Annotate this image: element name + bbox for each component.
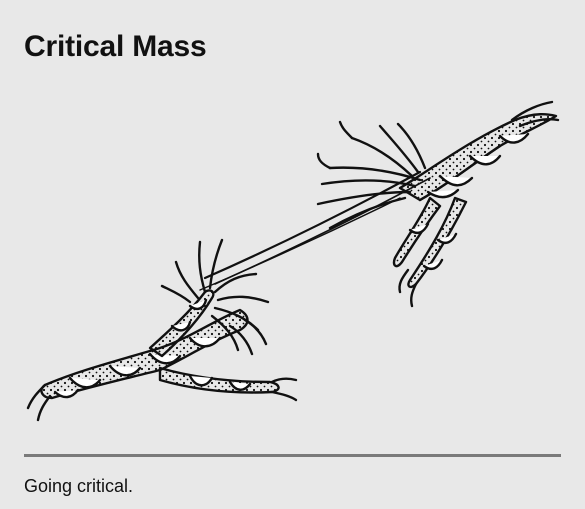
frayed-ropes-icon — [26, 100, 560, 422]
article-title: Critical Mass — [24, 30, 207, 63]
thread-line — [203, 170, 422, 280]
upper-rope — [316, 100, 560, 308]
thread-line — [199, 197, 401, 291]
thread-line — [214, 177, 431, 285]
caption-divider — [24, 454, 561, 457]
article-caption: Going critical. — [24, 476, 134, 496]
lower-rope — [26, 238, 298, 422]
